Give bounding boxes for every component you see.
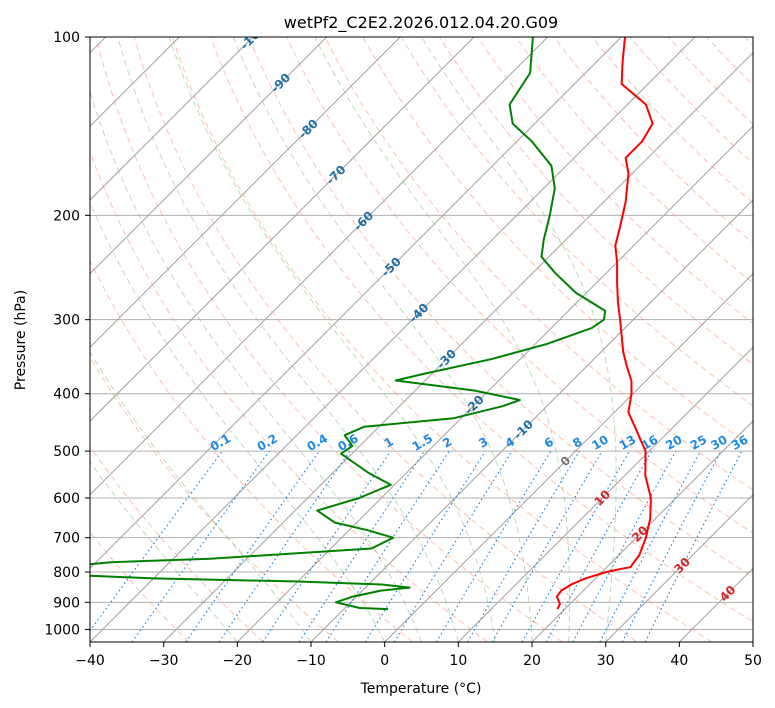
mixing-ratio-line: [185, 450, 320, 642]
y-tick-label: 400: [53, 387, 80, 403]
pressure-grid: [90, 37, 753, 630]
moist-adiabat: [117, 37, 459, 642]
dry-adiabat: [171, 37, 712, 642]
dry-adiabat: [210, 37, 753, 623]
dry-adiabat: [477, 37, 753, 325]
dry-adiabat: [90, 259, 414, 642]
dry-adiabat: [515, 37, 753, 284]
moist-adiabat: [232, 37, 533, 642]
mixing-ratio-line: [466, 450, 580, 642]
plot-frame: [89, 36, 754, 643]
isotherm-line: [90, 37, 696, 642]
y-axis-label: Pressure (hPa): [13, 290, 29, 390]
dry-adiabat: [95, 37, 563, 642]
moist-adiabats: [90, 37, 617, 642]
isotherm-line: [605, 493, 753, 642]
dry-adiabat: [248, 37, 753, 578]
plot-area: 0.1 0.2 0.4 0.6 1 1.5 2 3 4 6 8 10 13 16 20 25 30 36-100-…: [90, 37, 753, 642]
isotherm-line: [236, 125, 753, 642]
isotherm-line: [384, 272, 753, 642]
y-tick-label: 100: [53, 30, 80, 46]
x-axis-ticks: −40 −30 −20 −10 0 10 20 30 40 50: [75, 642, 762, 669]
y-tick-label: 800: [53, 565, 80, 581]
x-tick-label: 50: [744, 653, 762, 669]
y-tick-label: 200: [53, 208, 80, 224]
isotherm-line: [90, 37, 328, 275]
moist-adiabat: [90, 89, 422, 642]
x-tick-label: 40: [670, 653, 688, 669]
x-tick-label: −40: [75, 653, 105, 669]
isotherm-line: [90, 37, 401, 349]
y-tick-label: 700: [53, 531, 80, 547]
isotherm-line: [531, 420, 753, 642]
mixing-ratio-line: [393, 450, 513, 642]
dewpoint-trace: [90, 37, 607, 611]
x-tick-label: 0: [380, 653, 389, 669]
mixing-ratio-line: [364, 450, 486, 642]
dry-adiabat: [90, 445, 264, 642]
mixing-ratio-line: [572, 450, 677, 642]
y-tick-label: 600: [53, 491, 80, 507]
x-tick-label: −20: [223, 653, 253, 669]
y-tick-label: 300: [53, 313, 80, 329]
isotherm-line: [90, 37, 475, 422]
mixing-ratio-lines: [90, 450, 743, 642]
y-tick-label: 1000: [44, 622, 80, 638]
x-axis-label: Temperature (°C): [360, 681, 482, 697]
dry-adiabat: [133, 37, 638, 642]
x-tick-label: −30: [149, 653, 179, 669]
isotherm-line: [90, 37, 622, 570]
chart-title: wetPf2_C2E2.2026.012.04.20.G09: [284, 13, 558, 33]
x-tick-label: −10: [296, 653, 326, 669]
dry-adiabat: [362, 37, 753, 449]
dry-adiabat: [400, 37, 753, 407]
isotherm-line: [163, 51, 753, 642]
isotherm-line: [90, 37, 549, 496]
dry-adiabats: [90, 37, 753, 642]
y-tick-label: 900: [53, 595, 80, 611]
dry-adiabat: [629, 37, 753, 165]
x-tick-label: 10: [449, 653, 467, 669]
x-tick-label: 30: [597, 653, 615, 669]
moist-adiabat: [90, 461, 238, 642]
moist-adiabat: [421, 37, 617, 642]
temperature-trace: [555, 37, 654, 610]
isotherms: [90, 37, 753, 642]
y-tick-label: 500: [53, 444, 80, 460]
mixing-ratio-line: [298, 450, 425, 642]
y-axis-ticks: 1000 900 800 700 600 500 400 300 200 100: [44, 30, 90, 638]
moist-adiabat: [314, 37, 571, 642]
mixing-ratio-line: [131, 450, 270, 642]
mixing-ratio-line: [545, 450, 653, 642]
dry-adiabat: [591, 37, 753, 204]
x-tick-label: 20: [523, 653, 541, 669]
mixing-ratio-line: [491, 450, 603, 642]
isotherm-line: [90, 37, 254, 201]
mixing-ratio-line: [521, 450, 631, 642]
mixing-ratio-line: [435, 450, 552, 642]
moist-adiabat: [168, 37, 496, 642]
sounding-traces: [90, 37, 654, 611]
moist-adiabat: [90, 201, 386, 642]
isotherm-line: [457, 346, 753, 642]
mixing-ratio-line: [90, 450, 223, 632]
mixing-ratio-line: [325, 450, 450, 642]
